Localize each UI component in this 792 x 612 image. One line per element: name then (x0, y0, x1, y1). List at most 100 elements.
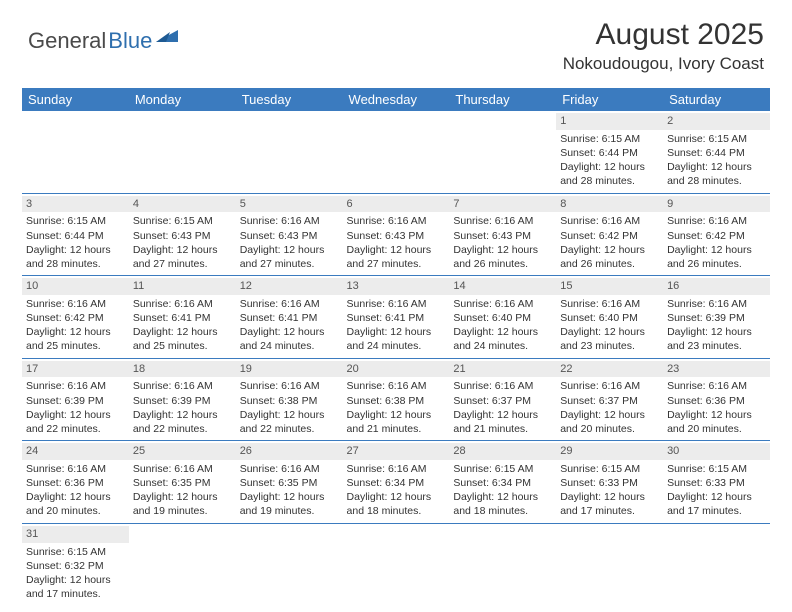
day-number: 7 (449, 196, 556, 213)
daylight-line: Daylight: 12 hours and 22 minutes. (133, 408, 232, 436)
sunset-line: Sunset: 6:33 PM (667, 476, 766, 490)
empty-cell (129, 111, 236, 193)
sunset-line: Sunset: 6:34 PM (453, 476, 552, 490)
weekday-header: Friday (556, 88, 663, 111)
day-cell: 5Sunrise: 6:16 AMSunset: 6:43 PMDaylight… (236, 193, 343, 276)
daylight-line: Daylight: 12 hours and 26 minutes. (560, 243, 659, 271)
weekday-header: Monday (129, 88, 236, 111)
sunset-line: Sunset: 6:39 PM (26, 394, 125, 408)
day-number: 26 (236, 443, 343, 460)
day-cell: 19Sunrise: 6:16 AMSunset: 6:38 PMDayligh… (236, 358, 343, 441)
day-cell: 9Sunrise: 6:16 AMSunset: 6:42 PMDaylight… (663, 193, 770, 276)
daylight-line: Daylight: 12 hours and 25 minutes. (133, 325, 232, 353)
day-number: 4 (129, 196, 236, 213)
day-cell: 21Sunrise: 6:16 AMSunset: 6:37 PMDayligh… (449, 358, 556, 441)
day-number: 15 (556, 278, 663, 295)
daylight-line: Daylight: 12 hours and 28 minutes. (26, 243, 125, 271)
daylight-line: Daylight: 12 hours and 24 minutes. (240, 325, 339, 353)
day-number: 31 (22, 526, 129, 543)
sunrise-line: Sunrise: 6:16 AM (667, 297, 766, 311)
calendar-row: 1Sunrise: 6:15 AMSunset: 6:44 PMDaylight… (22, 111, 770, 193)
sunset-line: Sunset: 6:43 PM (133, 229, 232, 243)
day-cell: 28Sunrise: 6:15 AMSunset: 6:34 PMDayligh… (449, 441, 556, 524)
sunset-line: Sunset: 6:41 PM (240, 311, 339, 325)
daylight-line: Daylight: 12 hours and 26 minutes. (667, 243, 766, 271)
sunrise-line: Sunrise: 6:15 AM (133, 214, 232, 228)
sunrise-line: Sunrise: 6:16 AM (26, 379, 125, 393)
day-number: 29 (556, 443, 663, 460)
day-cell: 14Sunrise: 6:16 AMSunset: 6:40 PMDayligh… (449, 276, 556, 359)
weekday-header: Wednesday (343, 88, 450, 111)
empty-cell (236, 523, 343, 605)
day-cell: 7Sunrise: 6:16 AMSunset: 6:43 PMDaylight… (449, 193, 556, 276)
sunrise-line: Sunrise: 6:16 AM (240, 462, 339, 476)
empty-cell (343, 111, 450, 193)
daylight-line: Daylight: 12 hours and 19 minutes. (240, 490, 339, 518)
day-number: 22 (556, 361, 663, 378)
daylight-line: Daylight: 12 hours and 27 minutes. (240, 243, 339, 271)
daylight-line: Daylight: 12 hours and 21 minutes. (453, 408, 552, 436)
calendar-body: 1Sunrise: 6:15 AMSunset: 6:44 PMDaylight… (22, 111, 770, 605)
day-cell: 2Sunrise: 6:15 AMSunset: 6:44 PMDaylight… (663, 111, 770, 193)
sunset-line: Sunset: 6:41 PM (347, 311, 446, 325)
empty-cell (236, 111, 343, 193)
daylight-line: Daylight: 12 hours and 18 minutes. (453, 490, 552, 518)
day-cell: 30Sunrise: 6:15 AMSunset: 6:33 PMDayligh… (663, 441, 770, 524)
flag-icon (156, 22, 178, 36)
sunset-line: Sunset: 6:44 PM (560, 146, 659, 160)
sunset-line: Sunset: 6:35 PM (240, 476, 339, 490)
daylight-line: Daylight: 12 hours and 25 minutes. (26, 325, 125, 353)
day-cell: 10 Sunrise: 6:16 AMSunset: 6:42 PMDayligh… (22, 276, 129, 359)
day-cell: 18Sunrise: 6:16 AMSunset: 6:39 PMDayligh… (129, 358, 236, 441)
sunrise-line: Sunrise: 6:16 AM (240, 379, 339, 393)
day-number: 10 (22, 278, 129, 295)
day-cell: 15Sunrise: 6:16 AMSunset: 6:40 PMDayligh… (556, 276, 663, 359)
sunrise-line: Sunrise: 6:16 AM (133, 462, 232, 476)
day-number: 27 (343, 443, 450, 460)
sunset-line: Sunset: 6:44 PM (26, 229, 125, 243)
empty-cell (449, 111, 556, 193)
weekday-header-row: Sunday Monday Tuesday Wednesday Thursday… (22, 88, 770, 111)
calendar-row: 31Sunrise: 6:15 AMSunset: 6:32 PMDayligh… (22, 523, 770, 605)
day-number: 19 (236, 361, 343, 378)
sunset-line: Sunset: 6:34 PM (347, 476, 446, 490)
empty-cell (129, 523, 236, 605)
sunrise-line: Sunrise: 6:16 AM (347, 379, 446, 393)
sunset-line: Sunset: 6:32 PM (26, 559, 125, 573)
logo-text-general: General (28, 28, 106, 54)
day-number: 9 (663, 196, 770, 213)
day-cell: 13Sunrise: 6:16 AMSunset: 6:41 PMDayligh… (343, 276, 450, 359)
sunrise-line: Sunrise: 6:15 AM (26, 545, 125, 559)
logo-text-blue: Blue (108, 28, 152, 54)
sunrise-line: Sunrise: 6:16 AM (560, 379, 659, 393)
calendar-row: 24Sunrise: 6:16 AMSunset: 6:36 PMDayligh… (22, 441, 770, 524)
daylight-line: Daylight: 12 hours and 24 minutes. (453, 325, 552, 353)
day-cell: 1Sunrise: 6:15 AMSunset: 6:44 PMDaylight… (556, 111, 663, 193)
day-cell: 26 Sunrise: 6:16 AMSunset: 6:35 PMDayligh… (236, 441, 343, 524)
daylight-line: Daylight: 12 hours and 23 minutes. (560, 325, 659, 353)
daylight-line: Daylight: 12 hours and 22 minutes. (26, 408, 125, 436)
sunrise-line: Sunrise: 6:16 AM (26, 462, 125, 476)
sunrise-line: Sunrise: 6:16 AM (133, 379, 232, 393)
day-number: 28 (449, 443, 556, 460)
day-number: 16 (663, 278, 770, 295)
daylight-line: Daylight: 12 hours and 19 minutes. (133, 490, 232, 518)
day-cell: 25Sunrise: 6:16 AMSunset: 6:35 PMDayligh… (129, 441, 236, 524)
daylight-line: Daylight: 12 hours and 24 minutes. (347, 325, 446, 353)
daylight-line: Daylight: 12 hours and 23 minutes. (667, 325, 766, 353)
sunrise-line: Sunrise: 6:15 AM (560, 462, 659, 476)
day-number: 12 (236, 278, 343, 295)
daylight-line: Daylight: 12 hours and 17 minutes. (560, 490, 659, 518)
sunrise-line: Sunrise: 6:16 AM (347, 214, 446, 228)
sunrise-line: Sunrise: 6:16 AM (26, 297, 125, 311)
sunrise-line: Sunrise: 6:16 AM (667, 214, 766, 228)
calendar-row: 17Sunrise: 6:16 AMSunset: 6:39 PMDayligh… (22, 358, 770, 441)
day-number: 23 (663, 361, 770, 378)
day-number: 8 (556, 196, 663, 213)
day-number: 3 (22, 196, 129, 213)
sunset-line: Sunset: 6:42 PM (26, 311, 125, 325)
day-number: 30 (663, 443, 770, 460)
sunset-line: Sunset: 6:38 PM (347, 394, 446, 408)
day-number: 5 (236, 196, 343, 213)
day-cell: 24Sunrise: 6:16 AMSunset: 6:36 PMDayligh… (22, 441, 129, 524)
